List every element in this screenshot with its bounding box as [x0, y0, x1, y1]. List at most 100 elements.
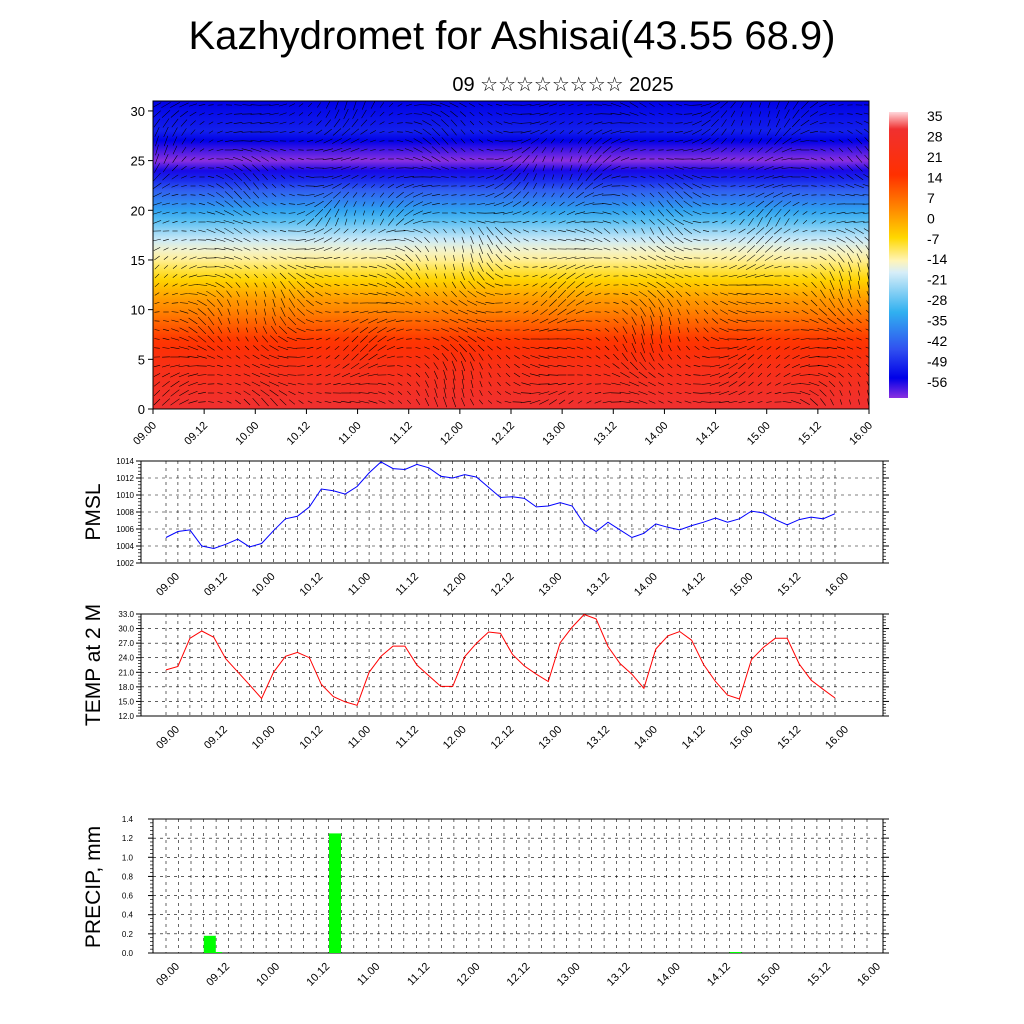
- wind-vector: [243, 238, 251, 242]
- wind-vector: [675, 291, 683, 297]
- wind-vector: [332, 183, 342, 189]
- wind-vector: [334, 208, 340, 218]
- wind-vector: [630, 148, 638, 152]
- wind-vector: [243, 172, 251, 182]
- wind-vector: [504, 400, 512, 404]
- wind-vector: [379, 111, 385, 117]
- x-tick-label: 09.00: [154, 724, 182, 752]
- wind-vector: [810, 148, 818, 152]
- wind-vector: [783, 228, 791, 234]
- wind-vector: [819, 239, 827, 241]
- wind-vector: [730, 138, 736, 144]
- wind-vector: [747, 245, 755, 253]
- wind-vector: [709, 373, 721, 377]
- wind-vector: [478, 158, 484, 160]
- wind-vector: [494, 139, 504, 143]
- wind-vector: [837, 253, 845, 263]
- wind-vector: [388, 112, 394, 116]
- wind-vector: [586, 400, 592, 404]
- wind-vector: [271, 256, 277, 260]
- wind-vector: [621, 166, 629, 170]
- wind-vector: [772, 156, 784, 162]
- wind-vector: [792, 118, 800, 128]
- wind-vector: [407, 382, 411, 386]
- wind-vector: [709, 364, 721, 368]
- wind-vector: [162, 398, 170, 406]
- wind-vector: [162, 389, 170, 397]
- wind-vector: [404, 148, 414, 152]
- wind-vector: [217, 139, 223, 143]
- wind-vector: [323, 247, 333, 251]
- wind-vector: [243, 191, 251, 199]
- wind-vector: [361, 229, 367, 233]
- wind-vector: [360, 119, 368, 127]
- wind-vector: [322, 175, 334, 179]
- wind-vector: [558, 211, 566, 215]
- wind-vector: [262, 173, 268, 181]
- wind-vector: [774, 265, 782, 269]
- wind-vector: [379, 121, 385, 125]
- wind-vector: [820, 166, 826, 170]
- wind-vector: [504, 255, 512, 261]
- wind-vector: [216, 166, 224, 170]
- wind-vector: [253, 345, 259, 351]
- wind-vector: [452, 237, 456, 243]
- wind-vector: [505, 320, 511, 322]
- y-tick-label: 1006: [116, 525, 134, 534]
- wind-vector: [263, 308, 267, 316]
- wind-vector: [576, 346, 584, 350]
- wind-vector: [171, 193, 179, 197]
- wind-vector: [836, 346, 846, 350]
- wind-vector: [404, 219, 414, 225]
- wind-vector: [412, 184, 424, 188]
- wind-vector: [421, 184, 433, 188]
- wind-vector: [188, 284, 198, 286]
- wind-vector: [335, 101, 339, 110]
- wind-vector: [766, 216, 772, 228]
- wind-vector: [864, 145, 869, 152]
- wind-vector: [718, 381, 730, 387]
- wind-vector: [315, 300, 323, 306]
- wind-vector: [665, 273, 675, 279]
- wind-vector: [358, 392, 370, 394]
- wind-vector: [774, 208, 782, 218]
- wind-vector: [369, 130, 377, 134]
- wind-vector: [604, 328, 610, 332]
- wind-vector: [470, 389, 474, 397]
- wind-vector: [793, 292, 799, 296]
- x-tick-label: 15.00: [755, 961, 783, 989]
- wind-vector: [730, 157, 736, 161]
- wind-vector: [278, 335, 288, 343]
- wind-vector: [686, 318, 690, 324]
- wind-vector: [377, 345, 387, 351]
- wind-vector: [749, 102, 753, 108]
- x-tick-label: 10.12: [298, 571, 326, 599]
- wind-vector: [242, 104, 252, 106]
- wind-vector: [649, 219, 655, 225]
- wind-vector: [379, 184, 385, 188]
- wind-vector: [802, 248, 808, 250]
- wind-vector: [379, 192, 385, 198]
- precip-plot: 0.00.20.40.60.81.01.21.409.00 09.12 10.00 1…: [82, 815, 889, 989]
- wind-vector: [557, 281, 567, 289]
- wind-vector: [171, 319, 179, 323]
- wind-vector: [305, 194, 315, 196]
- wind-vector: [784, 301, 790, 305]
- wind-vector: [388, 200, 394, 208]
- wind-vector: [729, 237, 737, 243]
- wind-vector: [341, 128, 351, 136]
- wind-vector: [533, 173, 537, 181]
- colorbar-label: -14: [927, 251, 947, 267]
- wind-vector: [397, 400, 403, 404]
- wind-vector: [849, 399, 851, 405]
- wind-vector: [575, 281, 585, 289]
- wind-vector: [533, 182, 537, 190]
- wind-vector: [217, 374, 223, 376]
- wind-vector: [548, 391, 558, 395]
- x-tick-label: 09.12: [204, 961, 232, 989]
- wind-vector: [179, 381, 189, 387]
- wind-vector: [502, 148, 514, 152]
- wind-vector: [288, 203, 296, 205]
- wind-vector: [397, 391, 403, 395]
- wind-vector: [424, 363, 430, 369]
